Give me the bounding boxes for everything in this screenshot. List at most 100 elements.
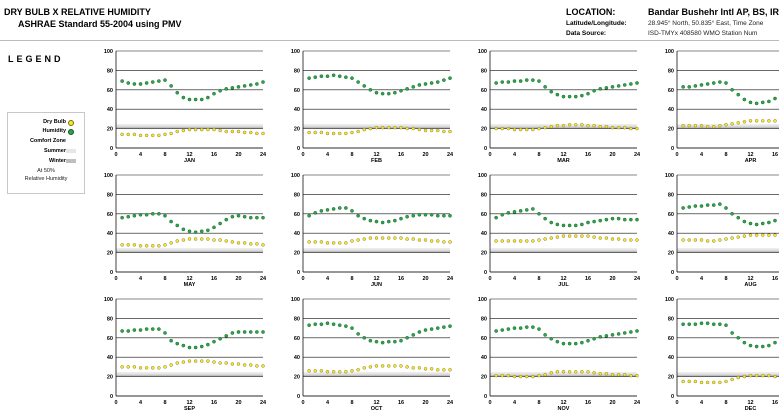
humidity-point [374, 219, 379, 224]
x-tick-label: 16 [211, 276, 217, 282]
x-tick-label: 20 [609, 152, 615, 158]
dry-bulb-point [212, 238, 216, 242]
dry-bulb-point [218, 238, 222, 242]
dry-bulb-point [506, 126, 511, 131]
dry-bulb-point [724, 237, 728, 241]
dry-bulb-point [144, 133, 149, 138]
humidity-point [742, 340, 747, 345]
humidity-point [435, 326, 440, 330]
humidity-point [748, 221, 753, 226]
x-tick-label: 4 [513, 400, 517, 406]
dry-bulb-point [610, 125, 615, 130]
dry-bulb-point [543, 372, 547, 377]
dry-bulb-point [249, 242, 253, 246]
dry-bulb-point [442, 368, 446, 372]
dry-bulb-point [494, 239, 498, 243]
humidity-point [718, 80, 722, 84]
y-tick-label: 60 [481, 212, 487, 218]
dry-bulb-point [773, 119, 777, 123]
x-tick-label: 0 [488, 400, 491, 406]
y-tick-label: 80 [481, 68, 487, 74]
x-tick-label: 8 [163, 152, 166, 158]
dry-bulb-point [242, 363, 247, 367]
dry-bulb-point [368, 236, 373, 240]
humidity-point [411, 333, 416, 337]
dry-bulb-point [374, 364, 379, 368]
humidity-point [586, 338, 590, 343]
humidity-point [169, 84, 173, 88]
dry-bulb-point [681, 123, 685, 128]
humidity-point [380, 220, 385, 225]
x-tick-label: 0 [301, 276, 304, 282]
dry-bulb-point [494, 373, 498, 378]
dry-bulb-point [144, 244, 149, 248]
humidity-point [598, 87, 603, 91]
x-tick-label: 4 [326, 400, 330, 406]
x-tick-label: 4 [700, 276, 704, 282]
dry-bulb-point [193, 127, 198, 132]
dry-bulb-point [126, 243, 130, 247]
y-tick-label: 80 [481, 192, 487, 198]
month-chart-jan: 0 20 40 60 80 100 0 4 8 12 16 20 24 JAN [104, 49, 267, 164]
dry-bulb-point [405, 126, 409, 131]
humidity-point [261, 330, 265, 334]
humidity-point [150, 80, 155, 84]
humidity-point [230, 331, 235, 335]
humidity-point [429, 327, 434, 331]
dry-bulb-point [417, 238, 422, 242]
dry-bulb-point [712, 380, 716, 385]
humidity-point [524, 78, 529, 82]
dry-bulb-point [157, 244, 161, 248]
x-tick-label: 24 [447, 276, 454, 282]
humidity-point [417, 212, 422, 217]
dry-bulb-point [518, 127, 523, 132]
humidity-point [494, 81, 498, 85]
humidity-point [181, 95, 186, 100]
dry-bulb-point [442, 129, 446, 134]
month-label: AUG [744, 282, 756, 288]
humidity-point [760, 344, 765, 349]
month-chart-jun: 0 20 40 60 80 100 0 4 8 12 16 20 24 JUN [291, 173, 454, 288]
humidity-point [622, 331, 627, 335]
humidity-point [592, 336, 596, 341]
dry-bulb-point [380, 236, 385, 240]
dry-bulb-point [623, 238, 627, 242]
dry-bulb-point [319, 369, 324, 373]
humidity-point [337, 323, 342, 327]
summer-comfort-band [116, 248, 263, 253]
x-tick-label: 12 [747, 400, 753, 406]
humidity-point [356, 332, 360, 336]
summer-comfort-band [677, 248, 779, 253]
humidity-point [132, 213, 137, 218]
humidity-point [236, 330, 241, 334]
dry-bulb-point [604, 236, 609, 240]
humidity-point [181, 343, 186, 348]
dry-bulb-point [307, 130, 311, 135]
humidity-point [261, 80, 265, 84]
dry-bulb-point [604, 124, 609, 129]
x-tick-label: 0 [114, 400, 117, 406]
dry-bulb-point [411, 126, 415, 131]
humidity-point [319, 322, 324, 327]
dry-bulb-point [387, 364, 391, 368]
humidity-point [126, 214, 131, 219]
dry-bulb-point [393, 125, 397, 130]
dry-bulb-point [126, 132, 130, 137]
dry-bulb-point [748, 373, 753, 378]
humidity-point [561, 341, 566, 346]
legend-box: Dry Bulb Humidity Comfort Zone Summer Wi… [7, 112, 85, 194]
dry-bulb-point [411, 366, 415, 370]
humidity-point [742, 97, 747, 102]
x-tick-label: 16 [211, 152, 217, 158]
humidity-point [586, 91, 590, 96]
humidity-point [230, 214, 235, 219]
dry-bulb-point [218, 128, 222, 133]
dry-bulb-point [500, 373, 504, 378]
dry-bulb-point [761, 119, 765, 123]
humidity-point [399, 88, 403, 93]
humidity-point [635, 329, 639, 333]
humidity-point [175, 341, 180, 346]
humidity-point [518, 326, 523, 330]
x-tick-label: 12 [747, 276, 753, 282]
humidity-point [616, 84, 621, 88]
